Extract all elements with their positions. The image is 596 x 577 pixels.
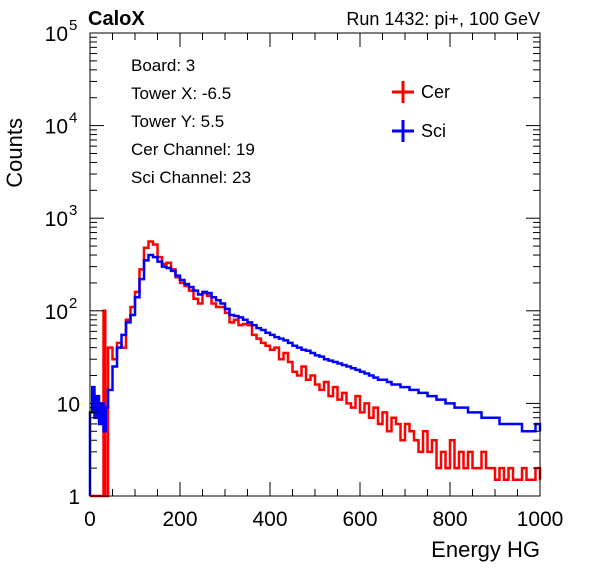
x-tick-label: 200	[162, 508, 197, 531]
info-board: Board: 3	[131, 56, 195, 75]
series-layer	[88, 240, 542, 498]
y-tick-label: 10	[45, 208, 68, 231]
x-tick-label: 1000	[517, 508, 564, 531]
y-axis-title: Counts	[2, 118, 27, 188]
y-tick-label: 10	[45, 116, 68, 139]
y-tick-label: 10	[57, 393, 80, 416]
info-sci-channel: Sci Channel: 23	[131, 168, 251, 187]
x-axis-ticks	[89, 33, 541, 496]
y-tick-label: 1	[68, 486, 80, 509]
y-tick-label-exponent: 3	[69, 202, 77, 219]
legend-label-sci: Sci	[421, 121, 446, 141]
y-tick-label: 10	[45, 301, 68, 324]
x-tick-label: 0	[84, 508, 96, 531]
x-axis-tick-labels: 0 200 400 600 800 1000	[84, 508, 563, 531]
series-line-cer	[90, 240, 542, 498]
legend-label-cer: Cer	[421, 82, 450, 102]
y-tick-label: 10	[45, 23, 68, 46]
header-left-label: CaloX	[88, 8, 145, 30]
y-tick-label-exponent: 2	[69, 295, 77, 312]
series-line-sci	[88, 253, 542, 496]
info-tower-x: Tower X: -6.5	[131, 84, 231, 103]
header-right-label: Run 1432: pi+, 100 GeV	[346, 9, 540, 29]
info-tower-y: Tower Y: 5.5	[131, 112, 224, 131]
x-tick-label: 800	[432, 508, 467, 531]
y-tick-label-exponent: 4	[69, 110, 77, 127]
x-tick-label: 600	[342, 508, 377, 531]
x-axis-title: Energy HG	[431, 537, 540, 562]
info-cer-channel: Cer Channel: 19	[131, 140, 255, 159]
x-tick-label: 400	[252, 508, 287, 531]
info-box: Board: 3 Tower X: -6.5 Tower Y: 5.5 Cer …	[131, 56, 255, 187]
legend: Cer Sci	[392, 81, 450, 142]
y-tick-label-exponent: 5	[69, 17, 77, 34]
y-axis-ticks	[90, 36, 540, 497]
